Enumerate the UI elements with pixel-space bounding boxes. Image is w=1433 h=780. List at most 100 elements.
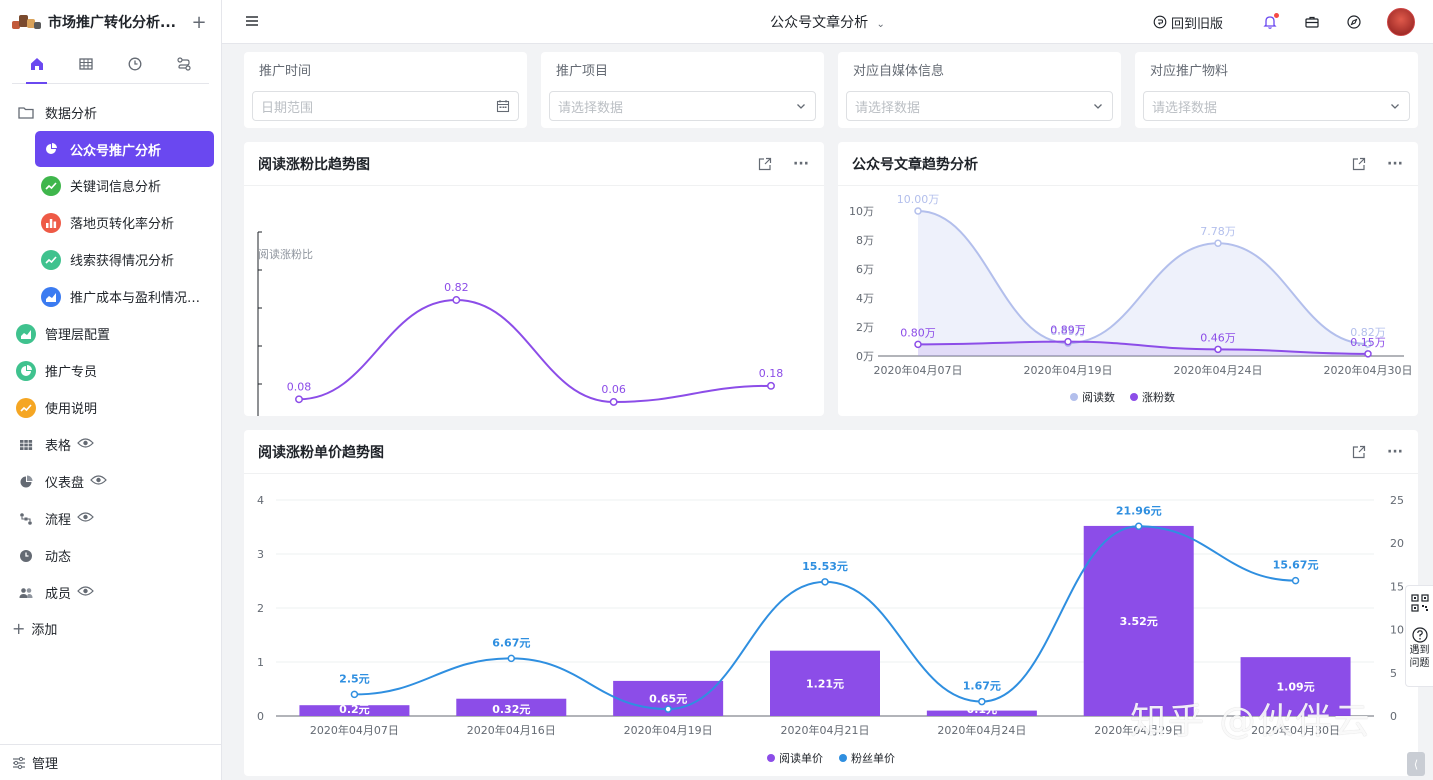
- filter-placeholder: 请选择数据: [855, 100, 921, 116]
- more-icon[interactable]: ···: [1387, 443, 1403, 460]
- tab-flow[interactable]: [160, 44, 209, 83]
- sidebar-item-label: 落地页转化率分析: [70, 217, 175, 232]
- app-title[interactable]: 市场推广转化分析...: [48, 15, 176, 31]
- filter-input[interactable]: 请选择数据: [549, 91, 816, 121]
- page-title[interactable]: 公众号文章分析: [770, 14, 869, 31]
- qr-code-icon[interactable]: [1410, 594, 1429, 612]
- x-tick-label: 2020年04月30日: [1251, 723, 1340, 737]
- notification-button[interactable]: [1261, 13, 1279, 31]
- bar: [770, 650, 880, 716]
- sidebar-item-1[interactable]: 公众号推广分析: [35, 131, 214, 167]
- data-point: [1064, 337, 1072, 346]
- bar: [1083, 525, 1194, 716]
- data-point: [914, 340, 922, 349]
- data-label: 0.80万: [900, 326, 936, 339]
- eye-icon[interactable]: [77, 585, 94, 601]
- filter-label: 对应推广物料: [1150, 64, 1229, 79]
- sidebar-item-4[interactable]: 线索获得情况分析: [0, 241, 221, 278]
- tab-dashboard[interactable]: [111, 44, 160, 83]
- collapse-panel-button[interactable]: ⟨: [1407, 752, 1425, 776]
- y-left-tick-label: 3: [257, 548, 264, 561]
- data-label: 7.78万: [1200, 225, 1236, 238]
- sidebar-item-0[interactable]: 数据分析: [0, 94, 221, 131]
- eye-icon[interactable]: [77, 437, 94, 453]
- sidebar-tabs: [12, 44, 209, 84]
- data-point: [664, 705, 672, 713]
- sidebar-item-9[interactable]: 表格: [0, 426, 221, 463]
- bar: [456, 698, 567, 716]
- add-label: 添加: [31, 622, 58, 638]
- filter-input[interactable]: 请选择数据: [1143, 91, 1410, 121]
- sidebar-footer-manage[interactable]: 管理: [0, 744, 221, 780]
- sidebar-item-13[interactable]: 成员: [0, 574, 221, 611]
- notification-badge: [1274, 13, 1279, 18]
- sidebar-item-5[interactable]: 推广成本与盈利情况分...: [0, 278, 221, 315]
- y-left-tick-label: 4: [257, 494, 264, 507]
- filter-input[interactable]: 请选择数据: [846, 91, 1113, 121]
- add-item-button[interactable]: + 添加: [0, 611, 221, 645]
- explore-button[interactable]: [1345, 13, 1363, 31]
- legend-label: 涨粉数: [1142, 391, 1175, 404]
- data-point: [1214, 345, 1222, 354]
- x-tick-label: 2020年04月30日: [1324, 363, 1413, 377]
- legend-marker: [1070, 393, 1078, 401]
- data-label: 10.00万: [897, 193, 940, 206]
- add-app-button[interactable]: +: [191, 11, 207, 33]
- more-icon[interactable]: ···: [1387, 155, 1403, 172]
- sidebar-item-11[interactable]: 流程: [0, 500, 221, 537]
- chevron-down-icon[interactable]: ⌄: [876, 18, 885, 30]
- back-to-old-button[interactable]: 回到旧版: [1153, 13, 1223, 32]
- filter-input[interactable]: 日期范围: [252, 91, 519, 121]
- bell-icon: [1263, 16, 1277, 29]
- chart-card-unit-price: 阅读涨粉单价趋势图 ··· 0 1 2 3 4 0 5 10 15 20 25 0.2元 0.32元 0.…: [244, 430, 1418, 776]
- sidebar-item-2[interactable]: 关键词信息分析: [0, 167, 221, 204]
- expand-icon[interactable]: [1350, 443, 1368, 461]
- tab-home[interactable]: [12, 44, 61, 84]
- filter-1: 推广项目 请选择数据: [541, 52, 824, 128]
- tab-table[interactable]: [61, 44, 110, 83]
- sidebar-item-7[interactable]: 推广专员: [0, 352, 221, 389]
- data-point: [914, 207, 922, 215]
- data-point: [767, 381, 775, 390]
- sidebar-item-10[interactable]: 仪表盘: [0, 463, 221, 500]
- table-icon: [79, 57, 93, 70]
- expand-icon[interactable]: [756, 155, 774, 173]
- data-point: [295, 395, 303, 404]
- inbox-button[interactable]: [1303, 13, 1321, 31]
- help-icon[interactable]: [1411, 626, 1429, 644]
- sidebar-item-12[interactable]: 动态: [0, 537, 221, 574]
- y-left-tick-label: 1: [257, 656, 264, 669]
- members-icon: [16, 583, 36, 603]
- data-label: 1.67元: [963, 680, 1001, 693]
- filter-placeholder: 请选择数据: [558, 100, 624, 116]
- x-tick-label: 2020年04月19日: [624, 723, 713, 737]
- y-right-tick-label: 0: [1390, 710, 1397, 723]
- sidebar-item-8[interactable]: 使用说明: [0, 389, 221, 426]
- menu-icon[interactable]: [244, 13, 260, 29]
- help-label[interactable]: 遇到问题: [1409, 645, 1430, 669]
- bar-label: 0.32元: [492, 703, 530, 716]
- expand-icon[interactable]: [1350, 155, 1368, 173]
- filter-2: 对应自媒体信息 请选择数据: [838, 52, 1121, 128]
- chevron-down-icon: [1391, 104, 1399, 109]
- bar: [299, 705, 410, 716]
- dashboard-icon: [16, 472, 36, 492]
- sidebar-item-3[interactable]: 落地页转化率分析: [0, 204, 221, 241]
- home-icon: [30, 57, 43, 70]
- plus-icon: +: [12, 618, 26, 638]
- y-tick-label: 2万: [856, 321, 874, 334]
- flow-icon: [177, 56, 191, 71]
- eye-icon[interactable]: [90, 474, 107, 490]
- more-icon[interactable]: ···: [793, 155, 809, 172]
- legend-marker: [839, 754, 847, 762]
- legend-marker: [1130, 393, 1138, 401]
- eye-icon[interactable]: [77, 511, 94, 527]
- bar-label: 3.52元: [1120, 615, 1158, 628]
- bar: [1240, 657, 1351, 716]
- line-chart-icon: [41, 249, 61, 270]
- y-axis-label: 阅读涨粉比: [258, 247, 313, 261]
- y-right-tick-label: 10: [1390, 624, 1404, 637]
- y-right-tick-label: 25: [1390, 494, 1404, 507]
- avatar[interactable]: [1387, 8, 1415, 36]
- sidebar-item-6[interactable]: 管理层配置: [0, 315, 221, 352]
